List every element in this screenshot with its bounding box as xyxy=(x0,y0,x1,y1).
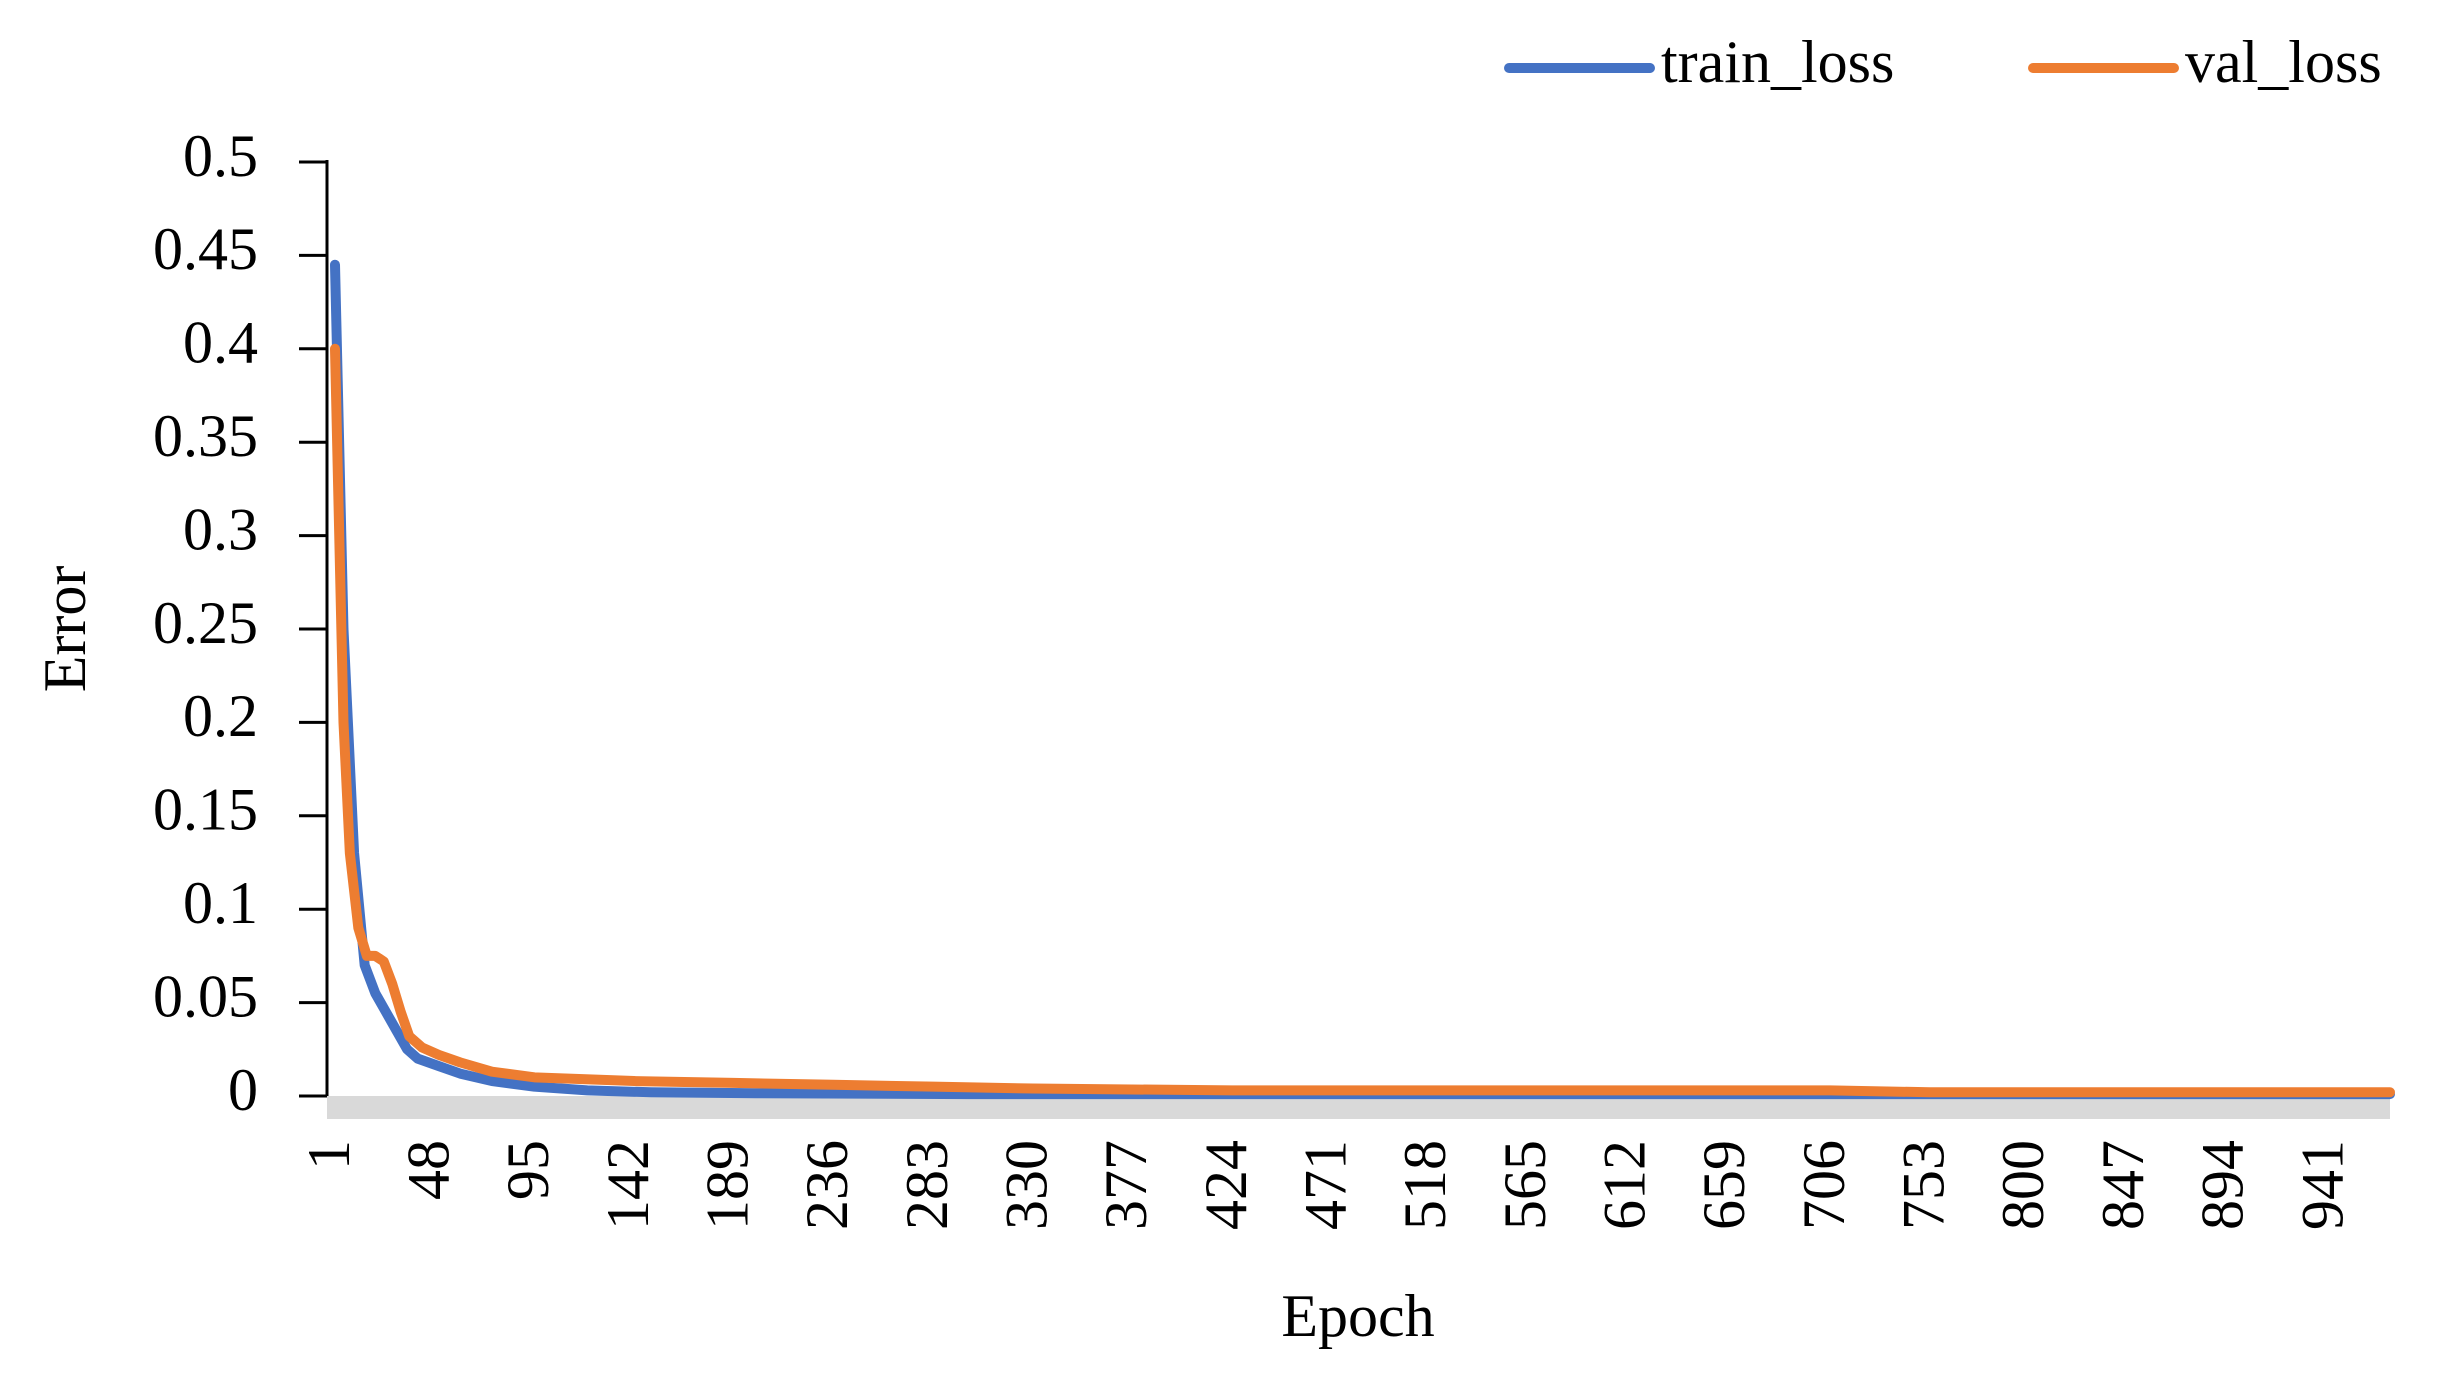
y-axis-title: Error xyxy=(32,566,98,693)
x-tick-label: 189 xyxy=(694,1140,760,1230)
x-tick-label: 565 xyxy=(1492,1140,1558,1230)
y-tick-label: 0.05 xyxy=(153,963,258,1029)
line-series xyxy=(330,343,2395,1098)
x-tick-label: 847 xyxy=(2090,1140,2156,1230)
plot-floor xyxy=(327,1096,2390,1119)
x-tick-label: 706 xyxy=(1791,1140,1857,1230)
x-tick-label: 941 xyxy=(2289,1140,2355,1230)
x-tick-label: 283 xyxy=(894,1140,960,1230)
y-tick-label: 0 xyxy=(228,1057,258,1123)
x-tick-label: 612 xyxy=(1592,1140,1658,1230)
x-tick-label: 800 xyxy=(1990,1140,2056,1230)
x-tick-label: 142 xyxy=(595,1140,661,1230)
y-tick-label: 0.4 xyxy=(183,310,258,376)
x-tick-label: 330 xyxy=(993,1140,1059,1230)
x-tick-label: 659 xyxy=(1691,1140,1757,1230)
y-tick-label: 0.35 xyxy=(153,403,258,469)
y-tick-label: 0.2 xyxy=(183,683,258,749)
x-tick-label: 518 xyxy=(1392,1140,1458,1230)
x-tick-label: 753 xyxy=(1891,1140,1957,1230)
y-tick-label: 0.25 xyxy=(153,590,258,656)
x-tick-label: 894 xyxy=(2190,1140,2256,1230)
x-tick-label: 377 xyxy=(1093,1140,1159,1230)
y-tick-label: 0.5 xyxy=(183,123,258,189)
y-tick-label: 0.15 xyxy=(153,777,258,843)
x-tick-label: 1 xyxy=(296,1140,362,1170)
x-tick-label: 424 xyxy=(1193,1140,1259,1230)
y-tick-label: 0.45 xyxy=(153,216,258,282)
x-tick-label: 471 xyxy=(1293,1140,1359,1230)
x-axis-title: Epoch xyxy=(1281,1283,1434,1349)
legend-label: train_loss xyxy=(1661,29,1894,95)
y-tick-label: 0.1 xyxy=(183,870,258,936)
x-tick-label: 48 xyxy=(395,1140,461,1200)
line-series xyxy=(330,259,2395,1100)
x-tick-label: 236 xyxy=(794,1140,860,1230)
legend-label: val_loss xyxy=(2185,29,2382,95)
y-tick-label: 0.3 xyxy=(183,496,258,562)
x-tick-label: 95 xyxy=(495,1140,561,1200)
